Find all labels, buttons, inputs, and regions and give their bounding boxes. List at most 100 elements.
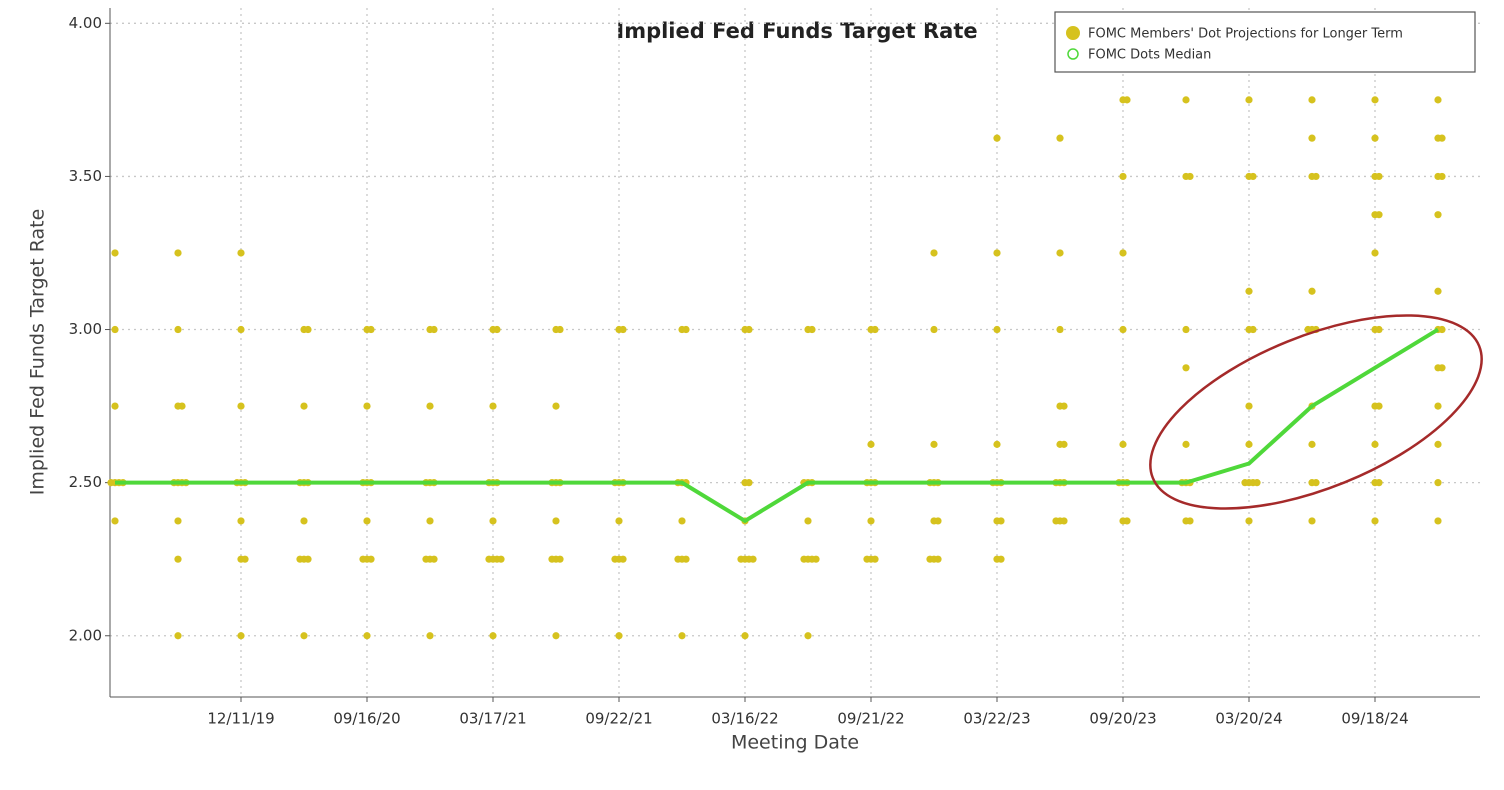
dot — [1308, 134, 1316, 142]
dot — [678, 517, 686, 525]
dot — [426, 632, 434, 640]
dot — [1434, 402, 1442, 410]
dot — [871, 555, 879, 563]
dot — [178, 402, 186, 410]
dot — [611, 555, 619, 563]
dot — [1438, 325, 1446, 334]
dot — [1056, 249, 1064, 257]
legend: FOMC Members' Dot Projections for Longer… — [1054, 11, 1476, 73]
dot — [107, 479, 115, 487]
dot — [304, 325, 312, 334]
dot — [997, 517, 1005, 525]
dot — [1123, 96, 1131, 104]
dot — [485, 555, 493, 563]
median-line — [115, 327, 1440, 523]
dot — [363, 632, 371, 640]
dot — [237, 325, 245, 334]
dot — [926, 555, 934, 563]
dot — [426, 402, 434, 410]
legend-box — [1054, 11, 1476, 73]
dot — [300, 517, 308, 525]
dot — [1052, 517, 1060, 525]
dot — [1371, 249, 1379, 257]
dot — [489, 402, 497, 410]
dot — [1375, 172, 1383, 181]
y-tick-label: 3.00 — [69, 320, 102, 338]
dot — [111, 402, 119, 410]
dot — [493, 325, 501, 334]
dot — [1245, 402, 1253, 410]
dot — [174, 249, 182, 257]
dot — [930, 440, 938, 448]
legend-marker — [1067, 48, 1079, 60]
dot — [1438, 172, 1446, 181]
dot — [304, 555, 312, 563]
dot — [1245, 440, 1253, 448]
dot — [1434, 440, 1442, 448]
dot — [497, 555, 505, 563]
dot — [804, 632, 812, 640]
dot — [363, 517, 371, 525]
dot — [993, 249, 1001, 257]
dot — [1182, 96, 1190, 104]
dot — [1308, 96, 1316, 104]
dot — [1123, 517, 1131, 525]
x-axis-label: Meeting Date — [731, 732, 859, 754]
dot — [1371, 134, 1379, 142]
dot — [174, 517, 182, 525]
dot — [111, 249, 119, 257]
x-tick-label: 09/16/20 — [333, 710, 400, 728]
y-tick-label: 3.50 — [69, 167, 102, 185]
dot — [804, 517, 812, 525]
dot — [1375, 479, 1383, 487]
dot — [674, 555, 682, 563]
dot — [1056, 325, 1064, 334]
dot — [489, 632, 497, 640]
x-tick-label: 12/11/19 — [207, 710, 274, 728]
dot — [930, 249, 938, 257]
dot — [556, 325, 564, 334]
dot — [237, 517, 245, 525]
x-tick-label: 03/17/21 — [459, 710, 526, 728]
dot — [1182, 440, 1190, 448]
legend-label: FOMC Dots Median — [1088, 48, 1211, 63]
dot — [241, 555, 249, 563]
dot — [111, 517, 119, 525]
dot — [737, 555, 745, 563]
dot — [1434, 517, 1442, 525]
dot — [745, 325, 753, 334]
dot — [812, 555, 820, 563]
dot — [237, 402, 245, 410]
dot — [745, 479, 753, 487]
dot — [749, 555, 757, 563]
dot — [619, 555, 627, 563]
dot — [1060, 402, 1068, 410]
dot — [556, 555, 564, 563]
dot — [1371, 517, 1379, 525]
x-tick-label: 09/21/22 — [837, 710, 904, 728]
dot — [1119, 325, 1127, 334]
dot — [682, 555, 690, 563]
dot — [1375, 402, 1383, 410]
dot — [1375, 211, 1383, 219]
dot — [1245, 517, 1253, 525]
dot — [367, 325, 375, 334]
dot — [1434, 479, 1442, 487]
dot — [1371, 96, 1379, 104]
dot — [1438, 364, 1446, 372]
dot — [1186, 172, 1194, 181]
dot — [1312, 172, 1320, 181]
dot — [1249, 325, 1257, 334]
dot — [367, 555, 375, 563]
dot — [1371, 440, 1379, 448]
dot — [619, 325, 627, 334]
dot — [1249, 172, 1257, 181]
y-tick-label: 2.50 — [69, 473, 102, 491]
dot — [552, 517, 560, 525]
dot — [867, 440, 875, 448]
dot — [1119, 440, 1127, 448]
dot — [1119, 172, 1127, 181]
x-tick-label: 09/20/23 — [1089, 710, 1156, 728]
dot — [300, 402, 308, 410]
